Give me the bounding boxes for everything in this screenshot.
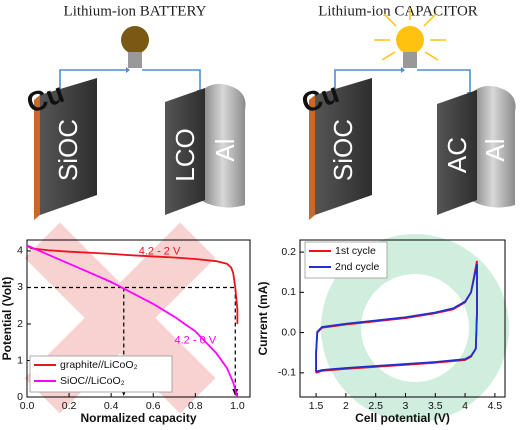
x-tick-label: 0.0 [20,400,35,412]
arrow [126,67,130,73]
x-tick-label: 2.5 [368,400,383,412]
annotation: 4.2 - 2 V [139,246,181,258]
annotation: 4.2 - 0 V [175,334,217,346]
y-axis-label: Potential (Volt) [0,277,14,361]
light-rays [374,8,446,61]
diagram-title: Lithium-ion BATTERY [64,3,207,19]
cathode-plate [165,88,205,215]
x-tick-label: 2 [343,400,349,412]
cu-foil [309,95,315,220]
battery-diagram: Lithium-ion BATTERY Cu SiOC LCO Al [22,3,246,220]
al-foil [470,85,516,208]
cathode-label: AC [442,137,472,173]
y-tick-label: 0.1 [281,286,296,298]
anode-plate [315,78,372,215]
legend-box [29,355,173,393]
wire [59,69,128,90]
x-tick-label: 4 [462,400,468,412]
x-tick-label: 1.0 [230,400,245,412]
bulb-base [128,52,142,68]
series-line [26,244,239,398]
y-tick-label: 0.0 [281,326,296,338]
x-axis-label: Cell potential (V) [355,411,450,425]
x-axis-label: Normalized capacity [80,411,196,425]
wire [417,69,471,94]
bulb-base [403,52,417,68]
legend-label: graphite//LiCoO₂ [60,359,138,371]
x-tick-label: 3.5 [428,400,443,412]
legend-box [304,241,388,279]
y-tick-label: 4 [17,245,23,257]
anode-label: SiOC [328,119,358,181]
x-tick-label: 4.5 [488,400,503,412]
wire [142,69,201,92]
plot-frame [26,239,251,398]
x-tick-label: 0.8 [188,400,203,412]
y-tick-label: 3 [17,281,23,293]
y-axis-label: Current (mA) [256,281,270,355]
y-tick-label: 0.2 [281,246,296,258]
series-line [26,244,239,324]
plot-frame [299,239,506,398]
legend-label: SiOC//LiCoO₂ [60,375,125,387]
anode-label: SiOC [53,119,83,181]
bulb [396,26,424,54]
y-tick-label: 1 [17,354,23,366]
wire [334,69,403,90]
legend-label: 1st cycle [335,245,376,257]
x-tick-label: 0.2 [62,400,77,412]
cu-foil [34,95,40,220]
y-tick-label: 0 [17,391,23,403]
y-tick-label: 2 [17,318,23,330]
ring-decoration [321,234,509,422]
legend-label: 2nd cycle [335,261,380,273]
y-tick-label: -0.1 [278,367,296,379]
cathode-plate [437,90,477,215]
x-tick-label: 3 [403,400,409,412]
capacitor-diagram: Lithium-ion CAPACITOR Cu SiOC AC Al [297,3,516,220]
series-line [315,263,478,373]
x-tick-label: 1.5 [309,400,324,412]
x-tick-label: 0.6 [146,400,161,412]
al-foil [200,83,246,208]
x-tick-label: 0.4 [104,400,119,412]
arrow [401,67,405,73]
al-label: Al [210,138,240,161]
diagram-title: Lithium-ion CAPACITOR [318,3,478,19]
bulb [121,26,149,54]
cathode-label: LCO [170,128,200,181]
al-label: Al [480,138,510,161]
anode-plate [40,78,97,215]
